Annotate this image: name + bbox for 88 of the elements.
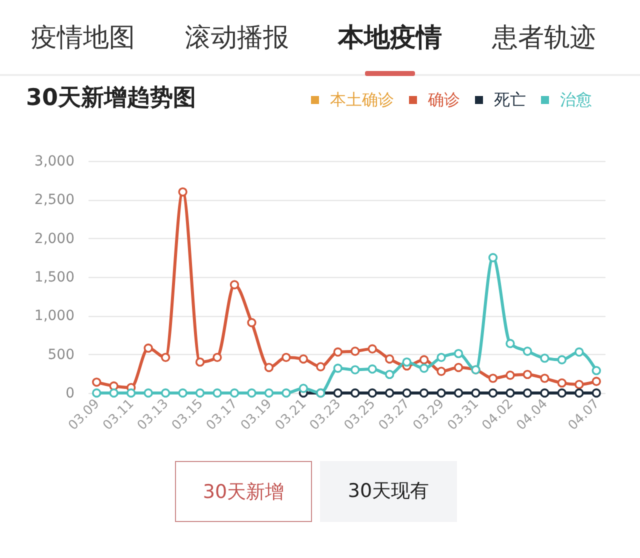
point: [506, 388, 515, 398]
point: [471, 388, 480, 398]
point: [557, 355, 567, 364]
point: [298, 354, 308, 364]
legend-label: 本土确诊: [330, 90, 394, 109]
point: [454, 362, 464, 372]
point: [350, 365, 360, 374]
point: [384, 370, 394, 380]
point: [592, 388, 601, 398]
point: [540, 374, 550, 383]
point: [368, 388, 377, 398]
point: [436, 366, 446, 376]
legend-label: 确诊: [427, 90, 460, 109]
point: [333, 347, 342, 357]
point: [540, 388, 550, 398]
text: 本地疫情: [338, 22, 442, 55]
point: [522, 346, 532, 356]
point: [557, 378, 567, 388]
y-tick-label: 2,500: [34, 192, 74, 208]
y-tick-label: 2,000: [34, 230, 74, 247]
point: [350, 388, 360, 398]
point: [522, 370, 532, 380]
point: [540, 354, 550, 363]
point: [488, 388, 498, 398]
point: [126, 388, 136, 398]
point: [557, 388, 567, 398]
point: [419, 355, 429, 364]
point: [109, 388, 118, 398]
y-tick-label: 500: [48, 346, 74, 363]
point: [212, 352, 222, 362]
legend-label: 死亡: [494, 90, 526, 109]
point: [264, 388, 274, 398]
point: [195, 357, 205, 367]
point: [350, 346, 360, 356]
text: 滚动播报: [185, 22, 289, 55]
point: [230, 280, 240, 290]
point: [436, 352, 446, 362]
legend-label: 治愈: [560, 90, 592, 109]
point: [247, 318, 256, 328]
point: [178, 187, 188, 197]
point: [333, 364, 342, 373]
point: [160, 352, 170, 362]
button: 30天现有: [320, 461, 457, 522]
point: [368, 364, 377, 374]
point: [454, 388, 464, 398]
point: [92, 388, 102, 398]
point: [574, 347, 584, 357]
point: [298, 384, 308, 393]
y-tick-label: 3,000: [34, 154, 74, 170]
chart-title: 30天新增趋势图: [26, 84, 196, 111]
point: [212, 388, 222, 398]
point: [144, 344, 153, 353]
point: [92, 378, 102, 387]
point: [488, 253, 498, 262]
y-tick-label: 1,000: [34, 308, 74, 324]
point: [592, 376, 601, 386]
point: [160, 388, 170, 398]
point: [282, 352, 291, 362]
point: [402, 357, 412, 367]
point: [436, 388, 446, 398]
point: [592, 366, 601, 376]
point: [454, 348, 464, 358]
point: [419, 364, 429, 373]
point: [488, 374, 498, 383]
point: [506, 370, 515, 380]
point: [522, 388, 532, 398]
point: [419, 388, 429, 398]
point: [247, 388, 256, 398]
text: 疫情地图: [31, 22, 135, 55]
point: [368, 344, 377, 354]
y-tick-label: 1,500: [34, 270, 74, 286]
point: [282, 388, 291, 398]
point: [195, 388, 205, 398]
button: 30天新增: [175, 461, 312, 522]
point: [333, 388, 342, 398]
text: 患者轨迹: [492, 22, 596, 55]
point: [178, 388, 188, 398]
point: [264, 362, 274, 372]
point: [402, 388, 412, 398]
point: [574, 388, 584, 398]
point: [506, 338, 515, 348]
y-tick-label: 0: [66, 386, 74, 402]
point: [574, 380, 584, 390]
point: [316, 362, 326, 372]
point: [384, 388, 394, 398]
point: [230, 388, 240, 398]
point: [384, 354, 394, 364]
point: [144, 388, 153, 398]
